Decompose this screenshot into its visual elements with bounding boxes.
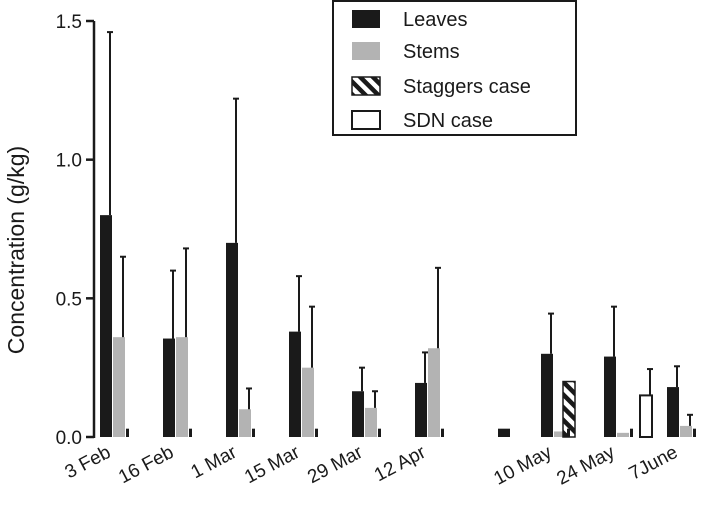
bar-leaves-8	[604, 356, 616, 437]
legend-label-1: Stems	[403, 41, 460, 63]
legend-swatch-2	[351, 76, 381, 96]
legend-label-3: SDN case	[403, 110, 493, 132]
x-tick-label-4: 29 Mar	[304, 442, 367, 489]
tiny-marker-7	[567, 428, 570, 437]
y-tick-label-3: 1.5	[56, 12, 82, 33]
legend-label-0: Leaves	[403, 9, 468, 31]
tiny-marker-4	[378, 428, 381, 437]
tiny-marker-5	[441, 428, 444, 437]
bar-leaves-7	[541, 353, 553, 437]
bar-stems-2	[239, 409, 251, 437]
bar-leaves-0	[100, 215, 112, 437]
x-tick-label-9: 7June	[626, 442, 682, 485]
legend: Leaves Stems Staggers case SDN case	[332, 0, 577, 136]
bar-leaves-3	[289, 331, 301, 437]
bar-stems-3	[302, 367, 314, 437]
bar-leaves-5	[415, 382, 427, 437]
bar-stems-7	[554, 431, 566, 437]
y-tick-label-2: 1.0	[56, 151, 82, 172]
bar-stems-5	[428, 348, 440, 437]
tiny-marker-2	[252, 428, 255, 437]
bar-stems-8	[617, 432, 629, 437]
bar-stems-9	[680, 425, 692, 437]
x-tick-label-7: 10 May	[490, 442, 555, 490]
legend-swatch-1	[352, 42, 380, 60]
tiny-marker-1	[189, 428, 192, 437]
tiny-marker-0	[126, 428, 129, 437]
bar-sdn-case-8	[639, 394, 653, 438]
bar-leaves-4	[352, 391, 364, 437]
x-tick-label-2: 1 Mar	[188, 442, 241, 484]
legend-swatch-3	[351, 110, 381, 130]
bar-leaves-1	[163, 338, 175, 437]
legend-label-2: Staggers case	[403, 76, 531, 98]
legend-swatch-0	[352, 10, 380, 28]
bar-stems-1	[176, 337, 188, 437]
tiny-marker-8	[630, 428, 633, 437]
bar-leaves-6	[498, 428, 510, 437]
y-tick-label-0: 0.0	[56, 428, 82, 449]
x-tick-label-1: 16 Feb	[115, 442, 177, 488]
y-axis-label: Concentration (g/kg)	[3, 146, 29, 354]
x-tick-label-3: 15 Mar	[241, 442, 304, 489]
y-tick-label-1: 0.5	[56, 289, 82, 310]
x-tick-label-5: 12 Apr	[371, 442, 430, 487]
tiny-marker-3	[315, 428, 318, 437]
bar-leaves-2	[226, 242, 238, 437]
tiny-marker-9	[693, 428, 696, 437]
bar-stems-4	[365, 407, 377, 437]
bar-leaves-9	[667, 387, 679, 437]
x-tick-label-8: 24 May	[553, 442, 618, 490]
bar-stems-0	[113, 337, 125, 437]
